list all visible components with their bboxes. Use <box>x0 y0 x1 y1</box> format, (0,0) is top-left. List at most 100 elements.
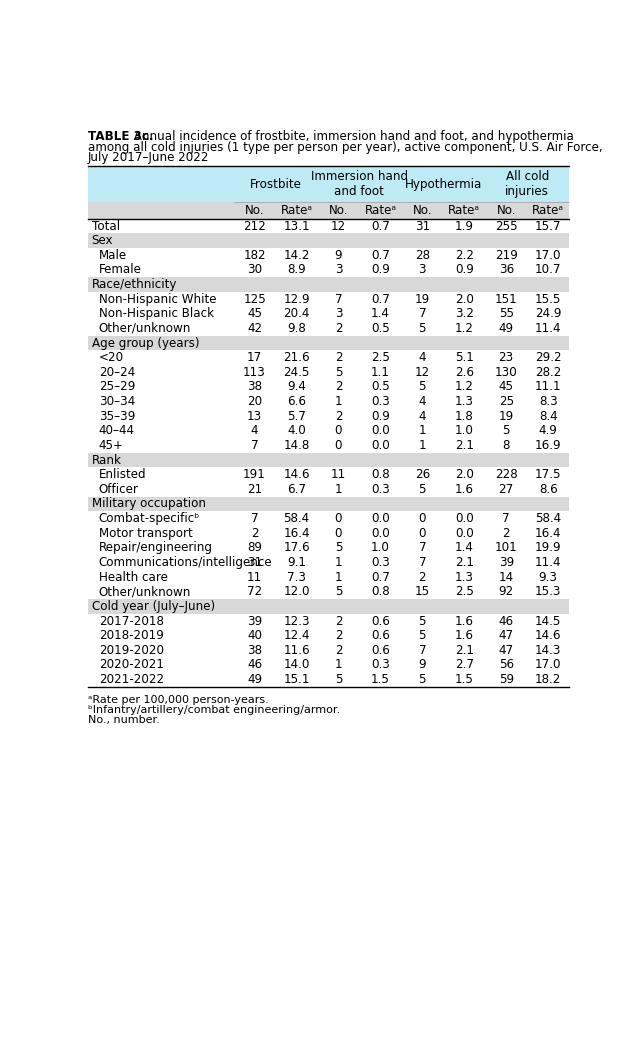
Text: 28.2: 28.2 <box>535 366 562 379</box>
Text: 4: 4 <box>251 425 258 437</box>
Text: 3: 3 <box>335 264 342 276</box>
Text: 1.4: 1.4 <box>455 542 474 554</box>
Text: 11.4: 11.4 <box>535 322 562 335</box>
Text: 0.5: 0.5 <box>371 322 390 335</box>
Text: 2.2: 2.2 <box>454 249 474 262</box>
Text: Rateᵃ: Rateᵃ <box>281 204 313 217</box>
Text: 11: 11 <box>247 571 262 584</box>
Text: Officer: Officer <box>99 483 138 496</box>
Text: 5: 5 <box>419 673 426 686</box>
Bar <box>88 277 569 292</box>
Text: 92: 92 <box>499 586 514 598</box>
Text: Frostbite: Frostbite <box>249 178 301 190</box>
Bar <box>88 541 569 555</box>
Text: 11: 11 <box>331 469 346 481</box>
Text: 3: 3 <box>419 264 426 276</box>
Text: 8.4: 8.4 <box>539 410 558 423</box>
Text: 1: 1 <box>419 425 426 437</box>
Text: 30: 30 <box>247 264 262 276</box>
Text: 2: 2 <box>419 571 426 584</box>
Text: 2: 2 <box>335 322 342 335</box>
Text: 56: 56 <box>499 658 514 672</box>
Text: 1.0: 1.0 <box>455 425 474 437</box>
Text: No.: No. <box>329 204 348 217</box>
Text: 39: 39 <box>499 556 514 569</box>
Text: Female: Female <box>99 264 142 276</box>
Text: 40–44: 40–44 <box>99 425 135 437</box>
Text: 5: 5 <box>419 322 426 335</box>
Text: 0.6: 0.6 <box>371 629 390 642</box>
Text: 46: 46 <box>247 658 262 672</box>
Text: No., number.: No., number. <box>88 715 160 725</box>
Text: 1.8: 1.8 <box>455 410 474 423</box>
Text: 182: 182 <box>243 249 266 262</box>
Text: 1.2: 1.2 <box>454 381 474 393</box>
Text: 24.9: 24.9 <box>535 308 562 320</box>
Text: 0.6: 0.6 <box>371 643 390 657</box>
Text: 40: 40 <box>247 629 262 642</box>
Text: 14.5: 14.5 <box>535 614 562 628</box>
Text: 2: 2 <box>335 643 342 657</box>
Text: 10.7: 10.7 <box>535 264 562 276</box>
Bar <box>88 394 569 409</box>
Text: 14.3: 14.3 <box>535 643 562 657</box>
Bar <box>88 424 569 438</box>
Text: 42: 42 <box>247 322 262 335</box>
Text: 219: 219 <box>495 249 518 262</box>
Text: Other/unknown: Other/unknown <box>99 586 191 598</box>
Bar <box>88 526 569 541</box>
Text: 58.4: 58.4 <box>535 513 562 525</box>
Text: TABLE 3c.: TABLE 3c. <box>88 130 153 143</box>
Text: 1: 1 <box>335 571 342 584</box>
Text: 0.0: 0.0 <box>455 513 474 525</box>
Text: 45+: 45+ <box>99 439 124 452</box>
Text: 1.3: 1.3 <box>454 395 474 408</box>
Text: 28: 28 <box>415 249 430 262</box>
Text: 72: 72 <box>247 586 262 598</box>
Text: ᵃRate per 100,000 person-years.: ᵃRate per 100,000 person-years. <box>88 696 269 705</box>
Text: 0.0: 0.0 <box>371 439 390 452</box>
Text: 0.7: 0.7 <box>371 220 390 232</box>
Text: No.: No. <box>497 204 516 217</box>
Bar <box>88 629 569 643</box>
Text: 17: 17 <box>247 351 262 364</box>
Text: 228: 228 <box>495 469 517 481</box>
Text: 4: 4 <box>419 351 426 364</box>
Text: 191: 191 <box>243 469 266 481</box>
Text: Health care: Health care <box>99 571 167 584</box>
Text: 2.1: 2.1 <box>454 643 474 657</box>
Text: 12: 12 <box>331 220 346 232</box>
Text: 1.4: 1.4 <box>371 308 390 320</box>
Text: 14: 14 <box>499 571 514 584</box>
Text: 0.7: 0.7 <box>371 571 390 584</box>
Text: 0: 0 <box>335 439 342 452</box>
Text: 7: 7 <box>251 439 258 452</box>
Text: 7: 7 <box>503 513 510 525</box>
Bar <box>88 570 569 585</box>
Text: 5: 5 <box>335 586 342 598</box>
Text: 1.0: 1.0 <box>371 542 390 554</box>
Bar <box>88 599 569 614</box>
Text: 8: 8 <box>503 439 510 452</box>
Text: 15.3: 15.3 <box>535 586 562 598</box>
Text: Repair/engineering: Repair/engineering <box>99 542 213 554</box>
Bar <box>88 614 569 629</box>
Text: 0.6: 0.6 <box>371 614 390 628</box>
Text: July 2017–June 2022: July 2017–June 2022 <box>88 151 210 164</box>
Text: 15.5: 15.5 <box>535 293 562 305</box>
Text: 11.1: 11.1 <box>535 381 562 393</box>
Bar <box>88 643 569 658</box>
Bar <box>88 321 569 336</box>
Bar <box>88 233 569 248</box>
Text: 0: 0 <box>419 527 426 540</box>
Text: 14.6: 14.6 <box>283 469 310 481</box>
Text: 14.2: 14.2 <box>283 249 310 262</box>
Bar <box>88 380 569 394</box>
Text: 12.3: 12.3 <box>283 614 310 628</box>
Text: Other/unknown: Other/unknown <box>99 322 191 335</box>
Bar <box>88 511 569 526</box>
Text: 16.4: 16.4 <box>535 527 562 540</box>
Bar <box>88 365 569 380</box>
Text: 8.9: 8.9 <box>287 264 306 276</box>
Text: Non-Hispanic White: Non-Hispanic White <box>99 293 216 305</box>
